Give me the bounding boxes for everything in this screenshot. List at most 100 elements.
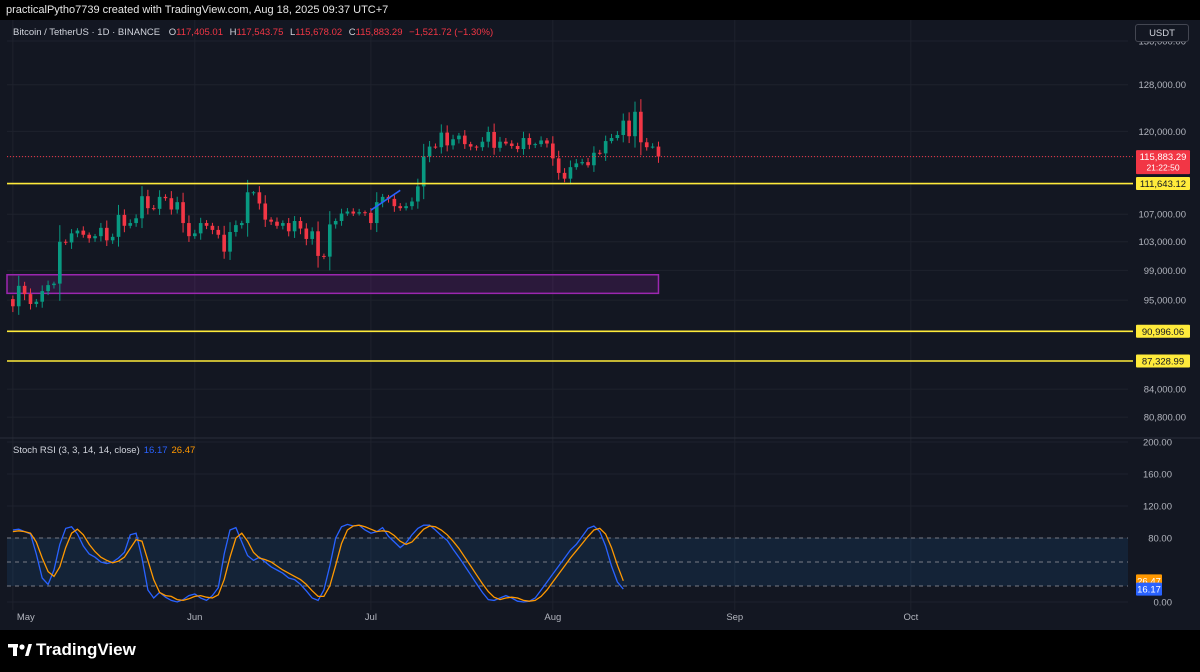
- candle-body: [498, 141, 502, 148]
- candle: [644, 137, 649, 151]
- candle: [140, 186, 144, 229]
- tradingview-logo-icon: [8, 644, 32, 656]
- candle-body: [228, 231, 232, 252]
- candle-body: [52, 283, 56, 286]
- candle-body: [462, 135, 467, 145]
- candle-body: [251, 192, 256, 194]
- level-price-label: 90,996.06: [1142, 327, 1184, 338]
- candle-body: [104, 227, 109, 241]
- candle: [63, 239, 68, 245]
- candle-body: [11, 299, 15, 307]
- candle: [310, 227, 315, 245]
- candle-body: [568, 167, 573, 179]
- stoch-k-line: [12, 523, 624, 603]
- symbol-legend: Bitcoin / TetherUS · 1D · BINANCE O117,4…: [13, 27, 493, 38]
- stoch-d-tag-label: 26.47: [1137, 576, 1161, 587]
- candle: [586, 157, 590, 168]
- level-price-label: 87,328.99: [1142, 356, 1184, 367]
- candle: [298, 217, 303, 235]
- candle: [75, 228, 80, 238]
- candle-body: [163, 196, 168, 199]
- time-axis-label: Aug: [544, 612, 561, 623]
- chart-area[interactable]: May Jun Jul Aug Sep Oct 80,800.00 84,000.00 95,0…: [0, 20, 1200, 630]
- footer: TradingView: [0, 630, 1200, 672]
- candle: [286, 218, 291, 237]
- candle: [292, 216, 297, 238]
- candle: [656, 141, 661, 163]
- candle-body: [75, 230, 80, 234]
- candle: [509, 140, 514, 149]
- candle: [175, 196, 180, 214]
- candle-body: [286, 223, 291, 232]
- candle-body: [474, 146, 479, 148]
- bar-countdown-label: 21:22:50: [1146, 163, 1179, 173]
- stoch-k-tag: [1136, 582, 1162, 596]
- candle: [222, 225, 226, 259]
- candle-body: [181, 202, 185, 224]
- time-axis-label: Sep: [726, 612, 743, 623]
- oscillator-axis-label: 120.00: [1143, 502, 1172, 513]
- time-axis-label: Oct: [903, 612, 918, 623]
- last-price-label: 115,883.29: [1140, 152, 1187, 163]
- candle: [521, 131, 526, 155]
- candle: [515, 142, 520, 153]
- candle-body: [157, 196, 162, 209]
- candle-body: [269, 219, 273, 222]
- candle: [592, 146, 596, 172]
- candle-body: [380, 196, 385, 203]
- candle-body: [633, 111, 637, 137]
- candle: [157, 190, 162, 215]
- support-zone-rectangle: [6, 274, 660, 295]
- oscillator-axis-label: 0.00: [1154, 598, 1173, 609]
- candle: [239, 220, 244, 229]
- candle-body: [339, 213, 344, 222]
- candle: [46, 280, 50, 296]
- candle-body: [28, 294, 33, 304]
- candle-body: [416, 186, 420, 202]
- candle: [128, 219, 133, 229]
- chart-canvas[interactable]: May Jun Jul Aug Sep Oct 80,800.00 84,000.00 95,0…: [0, 20, 1200, 630]
- candle-body: [333, 221, 338, 225]
- stoch-d-value: 26.47: [171, 445, 196, 456]
- candle: [568, 160, 573, 185]
- stoch-d-line: [12, 524, 624, 602]
- currency-button[interactable]: USDT: [1135, 24, 1189, 42]
- candle-body: [650, 146, 655, 148]
- low-label: L: [290, 27, 296, 38]
- open-value: 117,405.01: [176, 27, 223, 38]
- oscillator-axis-label: 160.00: [1143, 470, 1172, 481]
- candle: [351, 208, 356, 217]
- tradingview-brand: TradingView: [36, 640, 136, 659]
- candle: [216, 225, 221, 239]
- candle: [257, 186, 262, 210]
- candle: [433, 143, 438, 149]
- candle-body: [609, 138, 614, 142]
- candle-body: [263, 203, 268, 220]
- candle-body: [556, 158, 561, 173]
- candle-body: [93, 236, 97, 239]
- candle-body: [369, 212, 373, 224]
- candle-body: [445, 132, 450, 146]
- candle: [58, 225, 62, 301]
- candle: [480, 137, 485, 151]
- candle-body: [192, 233, 197, 237]
- candle-body: [99, 227, 103, 237]
- candle-body: [345, 211, 350, 214]
- candle-body: [592, 152, 596, 166]
- candle: [597, 149, 602, 156]
- candle-body: [316, 231, 320, 256]
- time-axis-label: Jul: [365, 612, 377, 623]
- high-label: H: [229, 27, 237, 38]
- candle: [87, 232, 91, 243]
- candle-body: [239, 223, 244, 226]
- candle-body: [486, 131, 491, 142]
- candle-body: [586, 162, 590, 166]
- candle-body: [63, 241, 68, 243]
- candle-body: [492, 131, 496, 148]
- candle-body: [257, 192, 262, 204]
- candle-body: [58, 241, 62, 284]
- candle-body: [128, 223, 133, 226]
- snapshot-attribution: practicalPytho7739 created with TradingV…: [6, 4, 389, 16]
- candle: [339, 208, 344, 226]
- candle: [545, 138, 549, 148]
